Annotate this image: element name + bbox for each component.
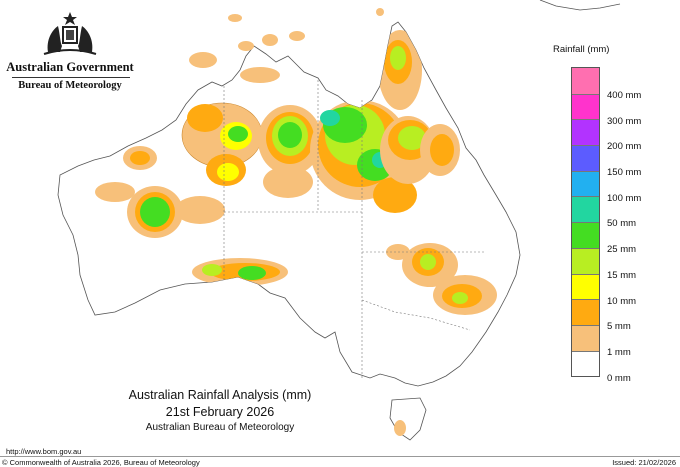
legend-swatch bbox=[572, 196, 599, 223]
legend-title: Rainfall (mm) bbox=[553, 44, 610, 55]
rainfall-legend bbox=[571, 67, 600, 378]
footer-divider bbox=[0, 456, 680, 457]
legend-label: 0 mm bbox=[607, 373, 631, 384]
map-source: Australian Bureau of Meteorology bbox=[145, 422, 295, 433]
png-coast bbox=[539, 0, 621, 11]
coat-of-arms-icon bbox=[43, 12, 97, 55]
legend-swatch bbox=[572, 350, 599, 377]
legend-swatch bbox=[572, 93, 599, 120]
legend-swatch bbox=[572, 324, 599, 351]
australia-mainland bbox=[57, 21, 521, 387]
map-title: Australian Rainfall Analysis (mm) bbox=[128, 388, 312, 402]
legend-swatch bbox=[572, 222, 599, 248]
bureau-title: Bureau of Meteorology bbox=[18, 80, 122, 91]
legend-label: 10 mm bbox=[607, 296, 637, 307]
legend-swatch bbox=[572, 299, 599, 325]
header-divider bbox=[12, 77, 130, 78]
issued-date: Issued: 21/02/2026 bbox=[612, 458, 676, 467]
legend-swatch bbox=[572, 247, 599, 274]
legend-label: 25 mm bbox=[607, 244, 637, 255]
legend-label: 300 mm bbox=[607, 116, 642, 127]
website-link[interactable]: http://www.bom.gov.au bbox=[6, 447, 82, 456]
tasmania bbox=[389, 397, 427, 441]
rainfall-shading bbox=[95, 30, 497, 315]
legend-swatch bbox=[572, 170, 599, 197]
map-date: 21st February 2026 bbox=[165, 405, 275, 419]
legend-label: 50 mm bbox=[607, 218, 637, 229]
state-borders bbox=[223, 80, 486, 378]
legend-swatch bbox=[572, 68, 599, 94]
legend-label: 5 mm bbox=[607, 321, 631, 332]
legend-label: 150 mm bbox=[607, 167, 642, 178]
copyright-text: © Commonwealth of Australia 2026, Bureau… bbox=[2, 458, 200, 467]
legend-label: 1 mm bbox=[607, 347, 631, 358]
legend-swatch bbox=[572, 145, 599, 171]
legend-swatch bbox=[572, 273, 599, 300]
legend-label: 400 mm bbox=[607, 90, 642, 101]
legend-label: 100 mm bbox=[607, 193, 642, 204]
legend-swatch bbox=[572, 119, 599, 146]
legend-label: 15 mm bbox=[607, 270, 637, 281]
legend-label: 200 mm bbox=[607, 141, 642, 152]
government-title: Australian Government bbox=[6, 60, 134, 74]
